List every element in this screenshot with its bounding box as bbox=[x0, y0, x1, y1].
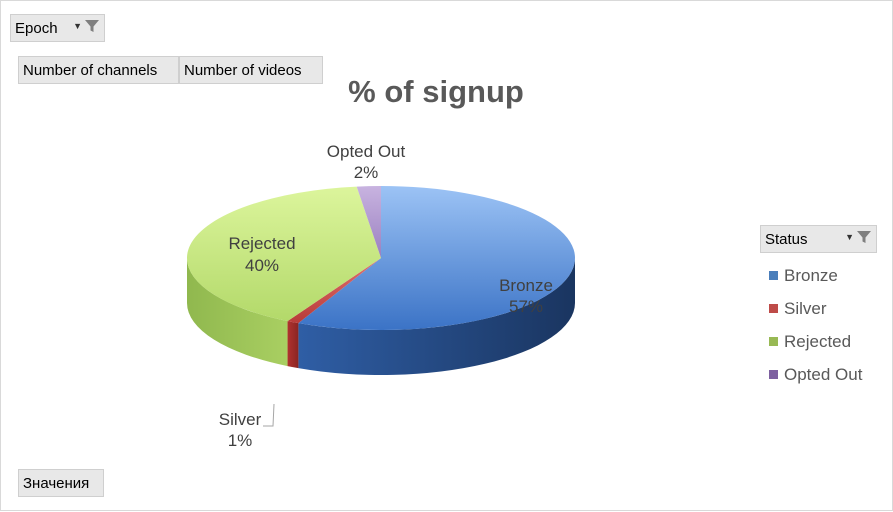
data-label-value-rejected: 40% bbox=[245, 256, 279, 275]
data-label-name-silver: Silver bbox=[219, 410, 262, 429]
value-field-label: Number of videos bbox=[184, 61, 302, 79]
pie-slice-silver[interactable] bbox=[287, 258, 381, 324]
legend-swatch-silver bbox=[769, 304, 778, 313]
data-label-name-bronze: Bronze bbox=[499, 276, 553, 295]
pie-side-bronze bbox=[298, 258, 575, 376]
data-label-value-bronze: 57% bbox=[509, 297, 543, 316]
values-button[interactable]: Значения bbox=[18, 469, 104, 497]
legend-swatch-opted-out bbox=[769, 370, 778, 379]
values-button-label: Значения bbox=[23, 474, 90, 492]
legend-label-silver: Silver bbox=[784, 298, 827, 318]
pie-side-silver bbox=[287, 321, 299, 369]
epoch-filter-label: Epoch bbox=[15, 19, 58, 37]
legend-item-opted-out: Opted Out bbox=[761, 358, 862, 391]
leader-line-silver bbox=[263, 403, 275, 427]
value-field-number-of-channels[interactable]: Number of channels bbox=[18, 56, 179, 84]
value-field-number-of-videos[interactable]: Number of videos bbox=[179, 56, 323, 84]
filter-dropdown-icon: ▼ bbox=[845, 229, 872, 245]
legend-label-bronze: Bronze bbox=[784, 265, 838, 285]
data-label-name-rejected: Rejected bbox=[228, 234, 295, 253]
filter-dropdown-icon: ▼ bbox=[73, 18, 100, 34]
chart-legend: Bronze Silver Rejected Opted Out bbox=[761, 259, 862, 391]
legend-item-rejected: Rejected bbox=[761, 325, 862, 358]
epoch-filter-button[interactable]: Epoch ▼ bbox=[10, 14, 105, 42]
status-filter-label: Status bbox=[765, 230, 808, 248]
pie-slice-opted-out[interactable] bbox=[356, 186, 381, 258]
status-filter-button[interactable]: Status ▼ bbox=[760, 225, 877, 253]
legend-swatch-bronze bbox=[769, 271, 778, 280]
pie-slice-bronze[interactable] bbox=[298, 186, 575, 330]
pie-side-rejected bbox=[187, 258, 288, 367]
data-label-value-opted-out: 2% bbox=[354, 163, 379, 182]
value-field-label: Number of channels bbox=[23, 61, 158, 79]
legend-swatch-rejected bbox=[769, 337, 778, 346]
chart-title: % of signup bbox=[348, 74, 524, 109]
legend-label-opted-out: Opted Out bbox=[784, 364, 863, 384]
data-label-name-opted-out: Opted Out bbox=[327, 142, 406, 161]
data-label-value-silver: 1% bbox=[228, 431, 253, 450]
legend-item-silver: Silver bbox=[761, 292, 862, 325]
legend-label-rejected: Rejected bbox=[784, 331, 852, 351]
legend-item-bronze: Bronze bbox=[761, 259, 862, 292]
pie-slice-rejected[interactable] bbox=[187, 186, 381, 322]
